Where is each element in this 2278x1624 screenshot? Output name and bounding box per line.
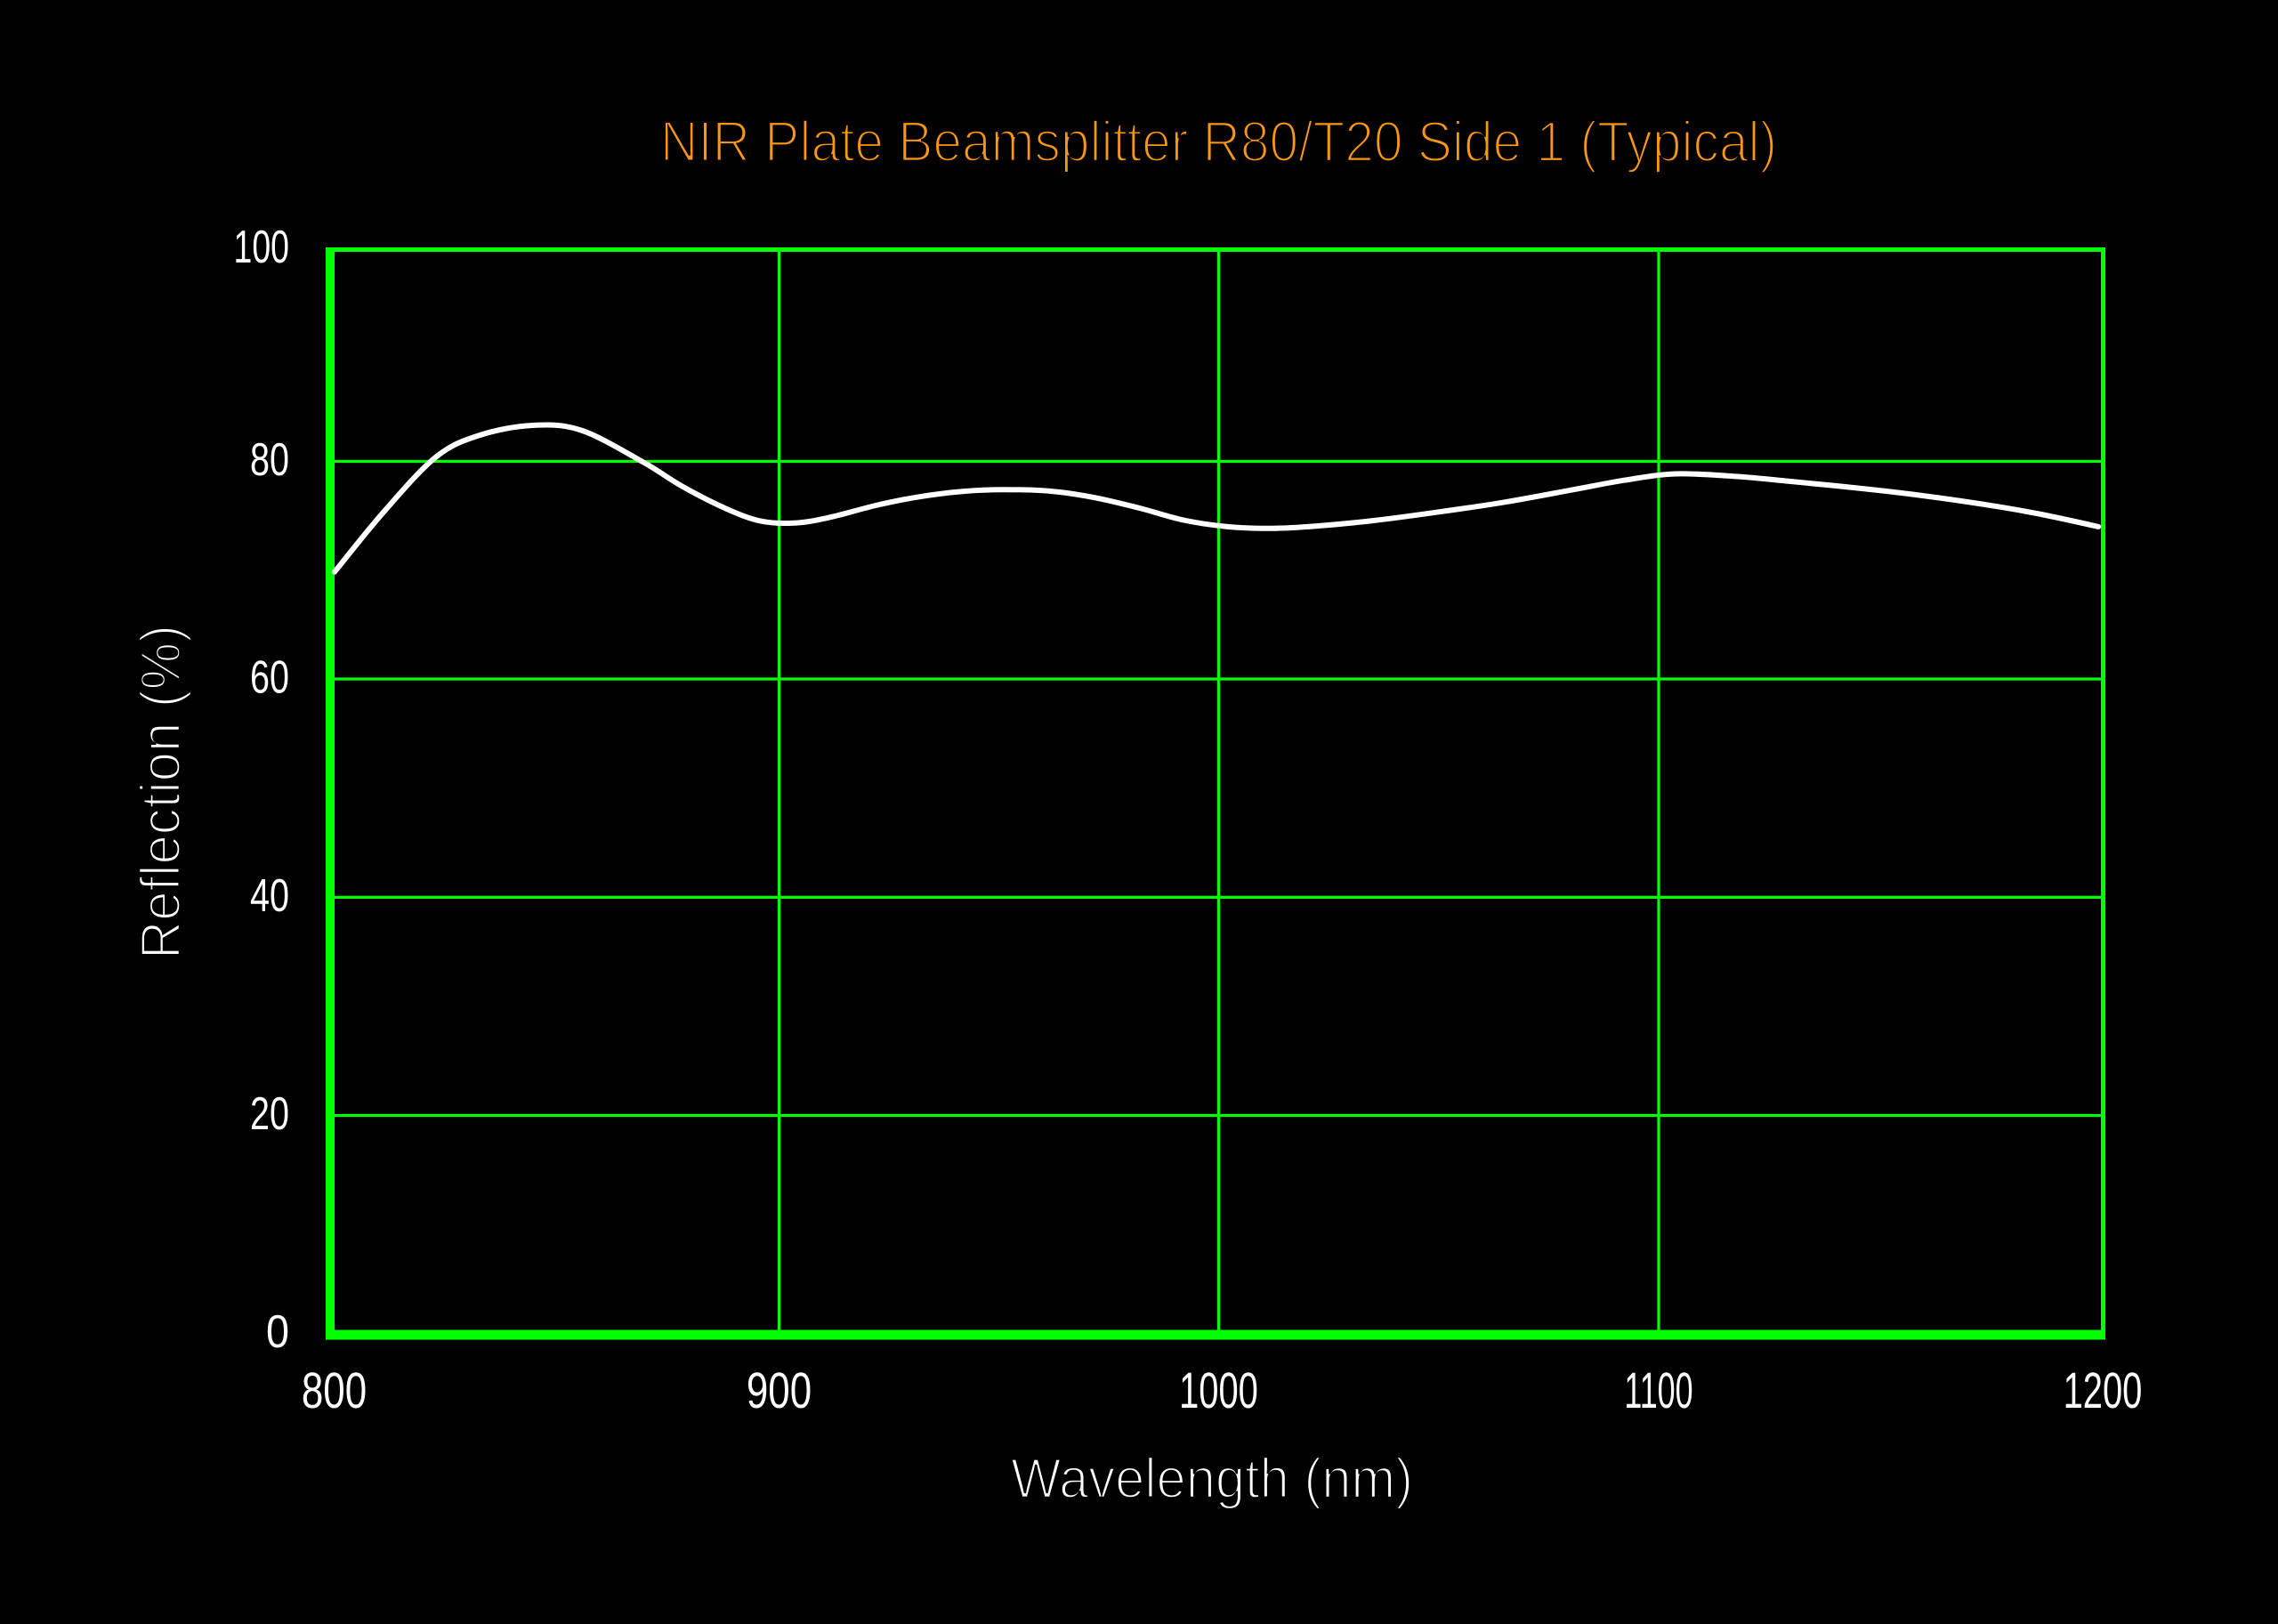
svg-text:1000: 1000 xyxy=(1179,1362,1258,1419)
svg-text:Wavelength (nm): Wavelength (nm) xyxy=(1011,1448,1413,1510)
svg-text:0: 0 xyxy=(266,1306,289,1358)
svg-text:1200: 1200 xyxy=(2064,1362,2143,1419)
svg-text:80: 80 xyxy=(250,433,289,486)
svg-text:NIR Plate Beamsplitter R80/T20: NIR Plate Beamsplitter R80/T20 Side 1 (T… xyxy=(660,109,1777,174)
svg-text:20: 20 xyxy=(250,1087,289,1140)
svg-text:40: 40 xyxy=(250,869,289,922)
svg-text:900: 900 xyxy=(747,1361,812,1418)
svg-text:60: 60 xyxy=(250,650,289,703)
svg-text:1100: 1100 xyxy=(1624,1363,1692,1419)
svg-text:Reflection (%): Reflection (%) xyxy=(130,625,192,959)
svg-text:800: 800 xyxy=(302,1361,367,1418)
svg-text:100: 100 xyxy=(234,221,289,273)
